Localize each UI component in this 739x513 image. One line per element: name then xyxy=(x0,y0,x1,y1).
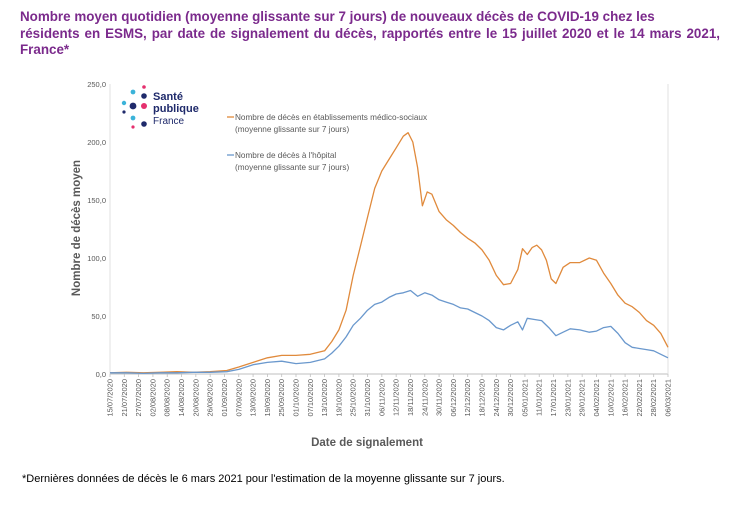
x-tick-label: 08/08/2020 xyxy=(163,379,172,417)
x-tick-label: 27/07/2020 xyxy=(134,379,143,417)
y-tick-label: 0,0 xyxy=(96,370,106,379)
logo-text-line3: France xyxy=(153,116,185,127)
sante-publique-france-logo: Santé publique France xyxy=(121,85,199,129)
x-tick-label: 18/12/2020 xyxy=(478,379,487,417)
x-tick-label: 31/10/2020 xyxy=(363,379,372,417)
x-axis-title: Date de signalement xyxy=(311,437,423,449)
x-tick-label: 15/07/2020 xyxy=(106,379,115,417)
x-tick-label: 01/09/2020 xyxy=(220,379,229,417)
x-tick-label: 30/11/2020 xyxy=(435,379,444,416)
plot-frame xyxy=(109,84,669,375)
x-tick-label: 28/02/2021 xyxy=(649,379,658,417)
logo-dot xyxy=(141,103,147,109)
line-chart: 0,0 50,0 100,0 150,0 200,0 250,0 15/07/2020 21… xyxy=(71,80,673,449)
x-tick-label: 14/08/2020 xyxy=(177,379,186,417)
y-axis-title: Nombre de décès moyen xyxy=(71,160,83,296)
x-tick-label: 30/12/2020 xyxy=(506,379,515,417)
logo-dot xyxy=(122,110,126,114)
x-tick-label: 24/12/2020 xyxy=(492,379,501,417)
x-tick-label: 11/01/2021 xyxy=(535,379,544,416)
y-tick-label: 200,0 xyxy=(87,138,106,147)
x-tick-label: 19/10/2020 xyxy=(334,379,343,417)
y-axis-ticks: 0,0 50,0 100,0 150,0 200,0 250,0 xyxy=(87,80,106,379)
y-tick-label: 50,0 xyxy=(91,312,106,321)
x-tick-label: 22/02/2021 xyxy=(635,379,644,417)
x-tick-label: 24/11/2020 xyxy=(420,379,429,416)
x-tick-label: 13/10/2020 xyxy=(320,379,329,417)
logo-dot xyxy=(142,85,146,89)
y-tick-label: 250,0 xyxy=(87,80,106,89)
x-tick-label: 20/08/2020 xyxy=(191,379,200,417)
x-tick-label: 19/09/2020 xyxy=(263,379,272,417)
logo-dot xyxy=(121,100,127,106)
series-lines xyxy=(109,132,669,375)
x-tick-label: 23/01/2021 xyxy=(563,379,572,417)
chart-title-line1: Nombre moyen quotidien (moyenne glissant… xyxy=(20,9,655,24)
x-tick-label: 01/10/2020 xyxy=(292,379,301,417)
x-tick-label: 12/12/2020 xyxy=(463,379,472,417)
x-tick-label: 12/11/2020 xyxy=(392,379,401,416)
y-tick-label: 100,0 xyxy=(87,254,106,263)
x-tick-label: 06/03/2021 xyxy=(664,379,673,417)
logo-text-line2: publique xyxy=(153,103,199,115)
x-tick-label: 04/02/2021 xyxy=(592,379,601,417)
x-tick-label: 16/02/2021 xyxy=(621,379,630,417)
legend-label-hopital: Nombre de décès à l'hôpital (moyenne glis… xyxy=(235,151,349,172)
x-tick-label: 26/08/2020 xyxy=(206,379,215,417)
x-tick-label: 07/10/2020 xyxy=(306,379,315,417)
chart-title-line2: résidents en ESMS, par date de signaleme… xyxy=(20,25,720,58)
x-tick-label: 06/11/2020 xyxy=(377,379,386,416)
x-tick-label: 29/01/2021 xyxy=(578,379,587,417)
x-tick-label: 25/10/2020 xyxy=(349,379,358,417)
x-tick-label: 13/09/2020 xyxy=(249,379,258,417)
x-tick-label: 17/01/2021 xyxy=(549,379,558,417)
x-tick-label: 05/01/2021 xyxy=(520,379,529,417)
logo-text-line1: Santé xyxy=(153,91,183,103)
chart-title: Nombre moyen quotidien (moyenne glissant… xyxy=(20,9,720,59)
logo-dot xyxy=(141,93,147,99)
x-tick-label: 07/09/2020 xyxy=(234,379,243,417)
series-line-esms xyxy=(109,132,669,374)
logo-dot xyxy=(130,89,136,95)
x-tick-label: 06/12/2020 xyxy=(449,379,458,417)
legend-label-esms: Nombre de décès en établissements médico… xyxy=(235,113,427,134)
x-tick-label: 18/11/2020 xyxy=(406,379,415,416)
x-tick-label: 21/07/2020 xyxy=(120,379,129,417)
logo-dot xyxy=(129,102,137,110)
x-tick-label: 25/09/2020 xyxy=(277,379,286,417)
logo-dot xyxy=(130,115,136,121)
logo-dot xyxy=(141,121,147,127)
x-tick-label: 02/08/2020 xyxy=(148,379,157,417)
y-tick-label: 150,0 xyxy=(87,196,106,205)
legend: Nombre de décès en établissements médico… xyxy=(227,113,427,172)
x-tick-label: 10/02/2021 xyxy=(606,379,615,417)
x-axis-ticks: 15/07/2020 21/07/2020 27/07/2020 02/08/2020… xyxy=(106,374,673,417)
series-line-hopital xyxy=(110,289,669,375)
logo-dot xyxy=(131,125,135,129)
footnote: *Dernières données de décès le 6 mars 20… xyxy=(22,473,505,485)
